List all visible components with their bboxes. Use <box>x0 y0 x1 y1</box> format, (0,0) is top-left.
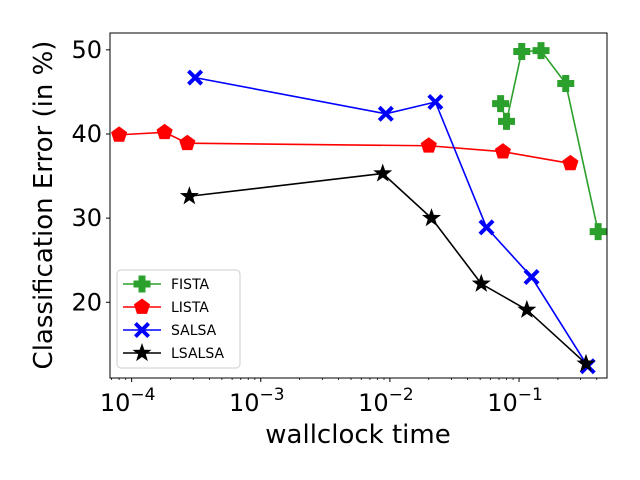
legend-label-fista: FISTA <box>171 277 210 293</box>
data-point-fista <box>532 42 550 60</box>
data-point-fista <box>557 74 575 92</box>
series-lista <box>111 123 579 171</box>
data-point-lista <box>494 143 511 159</box>
data-point-fista <box>492 95 510 113</box>
x-tick-label: 10−2 <box>358 385 414 417</box>
data-point-salsa <box>478 219 495 236</box>
x-axis: 10−4 10−3 10−2 10−1 <box>100 378 598 417</box>
series-fista <box>492 42 607 241</box>
legend-marker-lsalsa <box>132 343 152 362</box>
y-tick-label: 20 <box>71 288 102 316</box>
plot-frame <box>109 32 608 379</box>
data-point-lsalsa <box>421 208 442 227</box>
data-point-salsa <box>523 269 540 286</box>
data-point-lista <box>156 123 173 140</box>
legend-label-lista: LISTA <box>171 300 209 316</box>
x-axis-label: wallclock time <box>265 420 450 450</box>
data-point-lsalsa <box>179 186 199 205</box>
x-tick-label: 10−3 <box>229 385 285 417</box>
legend-item-lsalsa: LSALSA <box>123 343 224 362</box>
data-point-lista <box>420 137 437 153</box>
data-point-lsalsa <box>471 273 491 292</box>
series-layer <box>111 42 607 375</box>
data-point-salsa <box>427 94 444 110</box>
legend-marker-lista <box>133 298 151 314</box>
data-point-fista <box>513 43 531 61</box>
data-point-lsalsa <box>576 353 596 372</box>
x-tick-label: 10−1 <box>487 385 543 417</box>
legend-item-fista: FISTA <box>123 275 210 293</box>
data-point-fista <box>498 112 516 130</box>
legend-item-salsa: SALSA <box>123 322 217 339</box>
series-line-lsalsa <box>189 172 587 365</box>
legend-item-lista: LISTA <box>123 298 209 316</box>
y-axis-label: Classification Error (in %) <box>29 41 59 370</box>
y-tick-label: 50 <box>71 36 102 64</box>
legend: FISTA LISTA SALSA LSALSA <box>116 269 241 369</box>
y-tick-label: 30 <box>71 204 102 232</box>
data-point-salsa <box>377 105 394 122</box>
data-point-lsalsa <box>517 299 537 318</box>
legend-label-salsa: SALSA <box>171 323 217 339</box>
data-point-lsalsa <box>373 163 393 182</box>
data-point-lista <box>179 134 196 151</box>
series-lsalsa <box>179 163 596 372</box>
data-point-salsa <box>187 69 204 86</box>
data-point-lista <box>562 154 579 171</box>
series-salsa <box>187 69 596 375</box>
series-line-lista <box>119 131 571 165</box>
legend-frame <box>116 269 241 369</box>
data-point-fista <box>589 223 607 241</box>
legend-marker-salsa <box>134 322 150 338</box>
y-tick-label: 40 <box>71 120 102 148</box>
legend-label-lsalsa: LSALSA <box>171 346 224 362</box>
data-point-lista <box>111 126 128 142</box>
y-axis: 20 30 40 50 <box>71 36 110 316</box>
legend-marker-fista <box>133 275 151 293</box>
x-tick-label: 10−4 <box>100 385 156 417</box>
series-line-salsa <box>194 76 589 367</box>
